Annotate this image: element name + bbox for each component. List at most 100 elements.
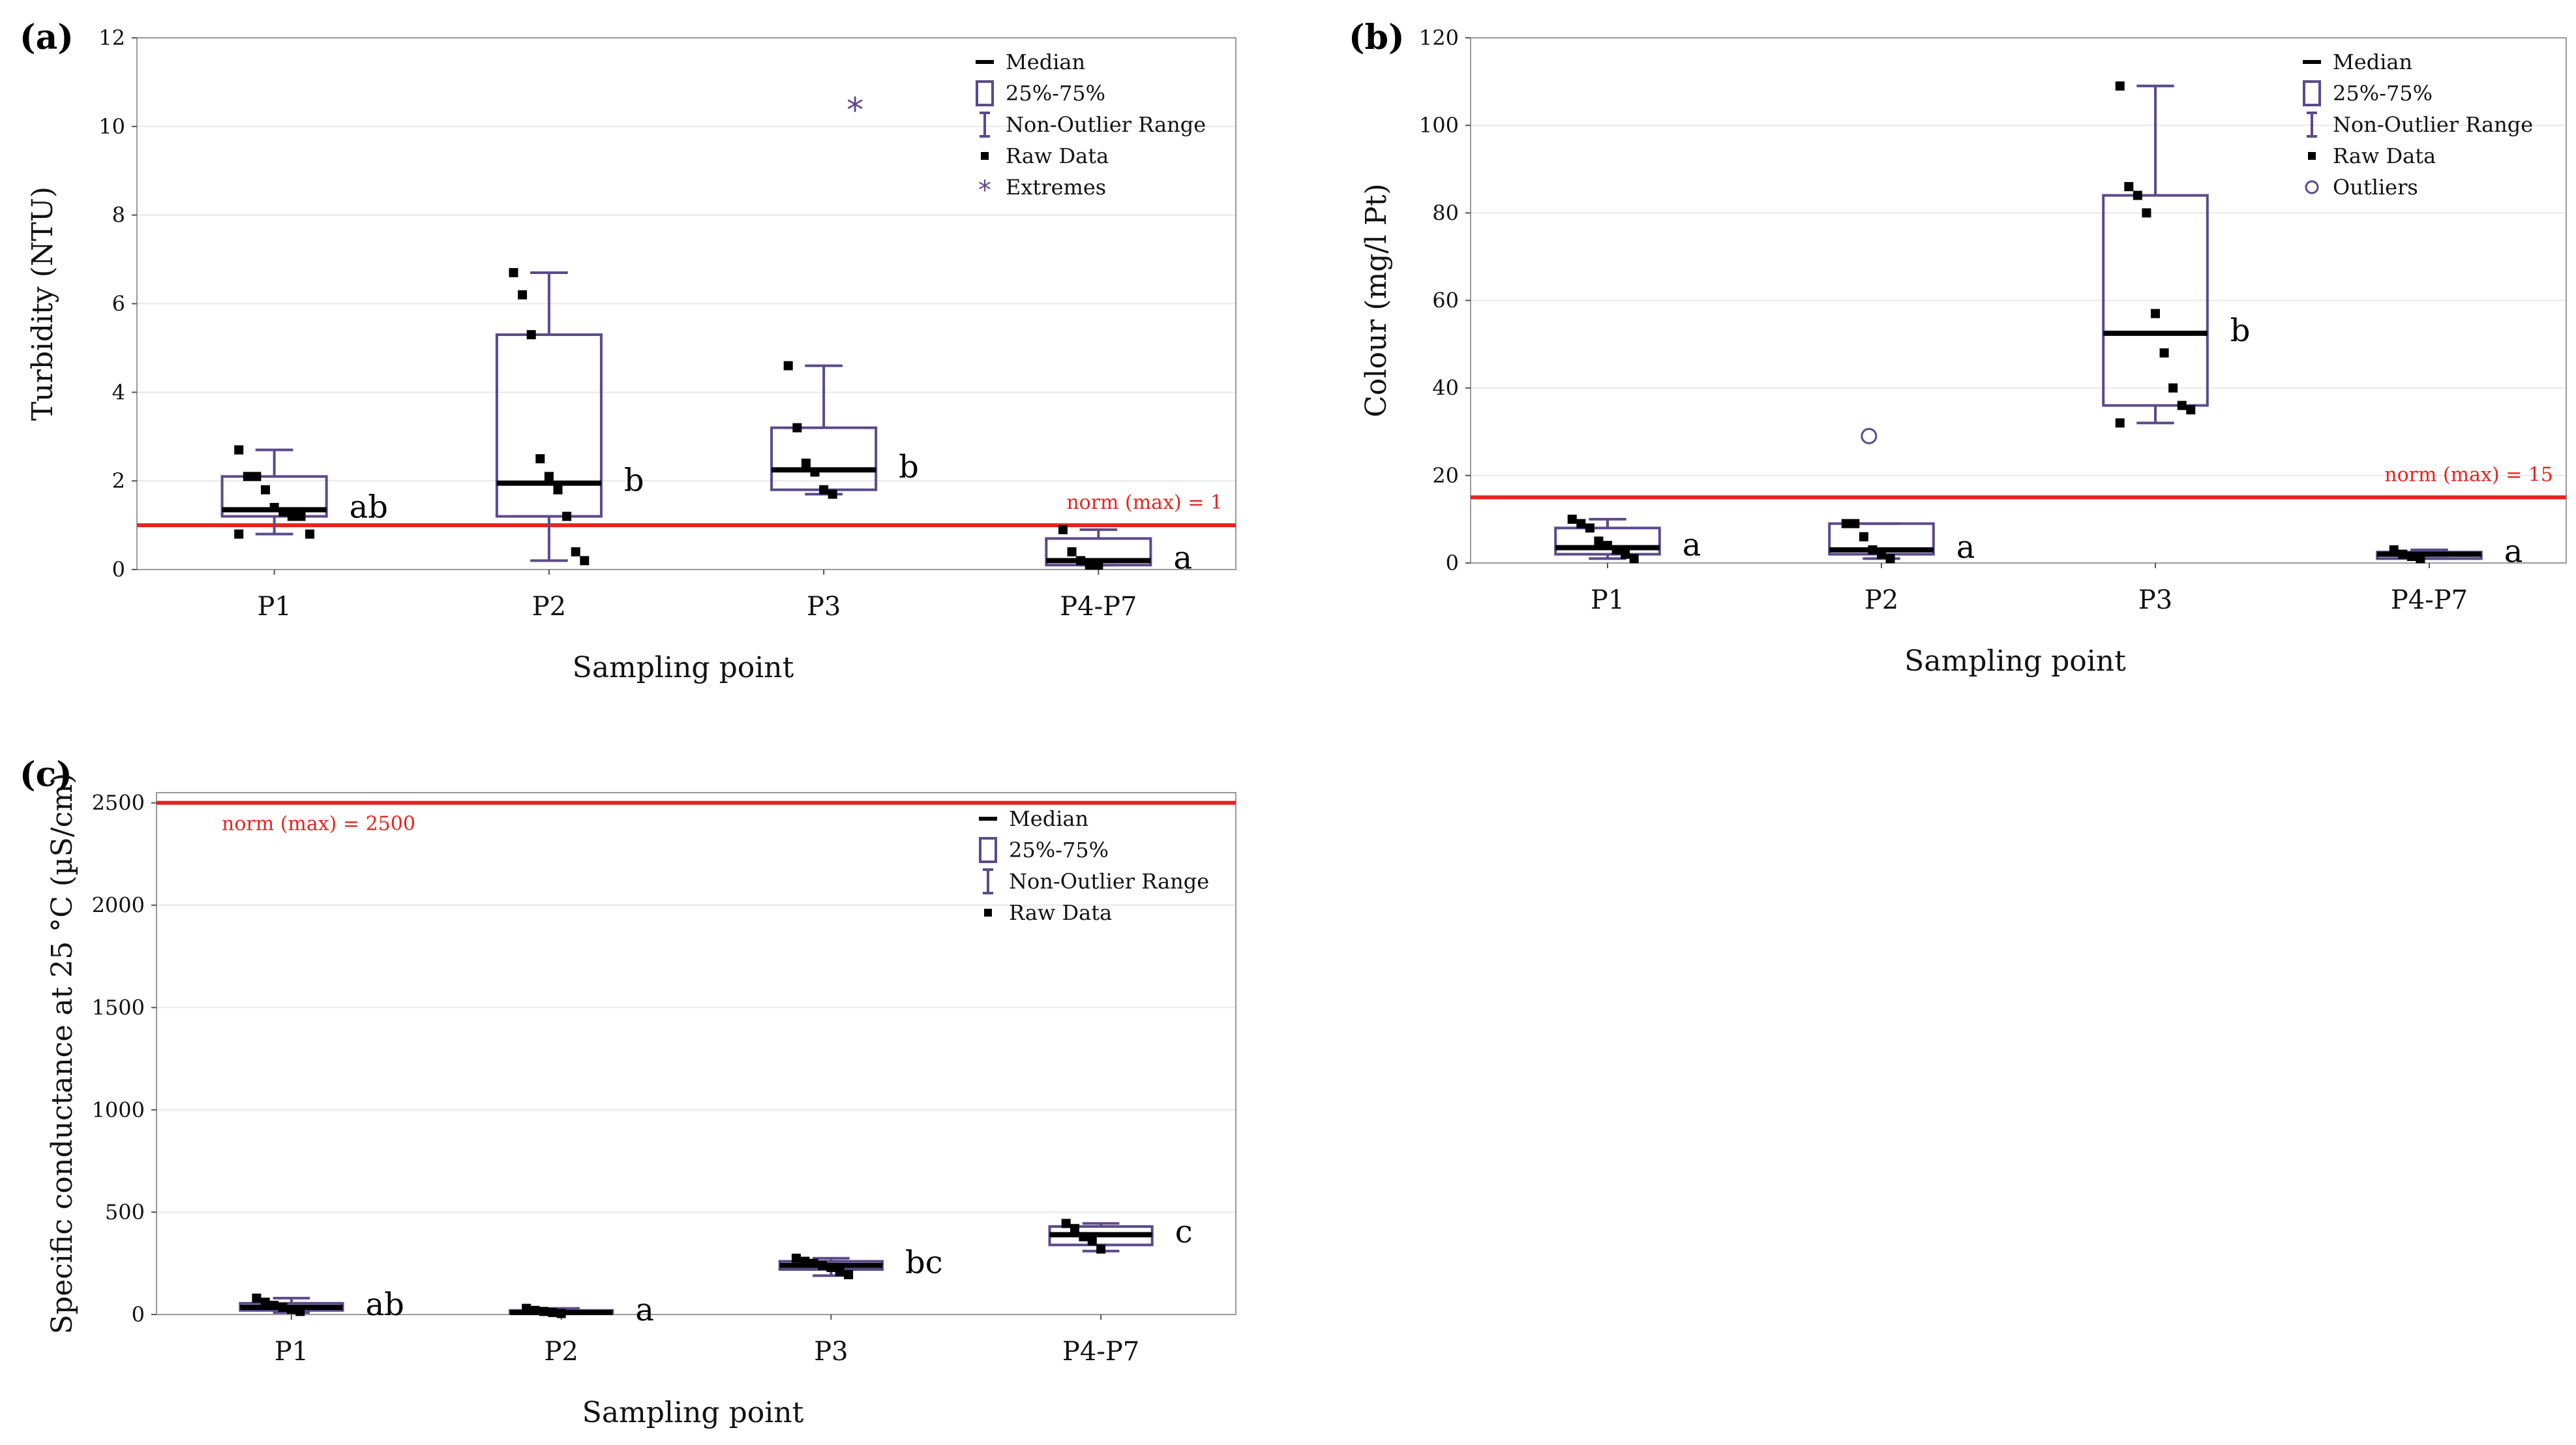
- raw-data-point: [1868, 545, 1878, 555]
- y-tick-label: 10: [98, 114, 125, 139]
- iqr-box: [2102, 194, 2209, 407]
- raw-data-point: [305, 529, 315, 539]
- raw-data-point: [509, 267, 518, 277]
- y-tick-label: 2500: [92, 791, 145, 815]
- raw-data-point: [278, 1303, 288, 1313]
- group-letter: b: [2230, 312, 2251, 349]
- legend-label: Median: [1009, 806, 1088, 831]
- raw-data-point: [810, 467, 820, 477]
- x-tick-label: P2: [532, 592, 566, 622]
- raw-data-point: [234, 445, 244, 455]
- x-tick-label: P4-P7: [2391, 585, 2468, 615]
- x-tick-label: P2: [544, 1337, 578, 1367]
- y-tick-label: 0: [112, 557, 125, 582]
- box-P1: ab: [239, 1286, 404, 1323]
- box-P4-P7: a: [1045, 525, 1192, 576]
- legend: Median 25%-75% Non-Outlier Range Raw Data * E…: [976, 50, 1206, 205]
- raw-data-point: [1085, 560, 1094, 570]
- raw-data-point: [278, 507, 288, 517]
- raw-data-point: [1567, 514, 1577, 524]
- raw-data-point: [522, 1303, 532, 1313]
- x-axis-label: Sampling point: [582, 1396, 804, 1429]
- raw-data-point: [2406, 551, 2416, 561]
- x-tick-label: P3: [2138, 585, 2172, 615]
- norm-label: norm (max) = 15: [2384, 463, 2553, 486]
- raw-data-point: [2389, 545, 2399, 555]
- y-tick-label: 2000: [92, 893, 145, 918]
- raw-data-point: [295, 1307, 305, 1316]
- raw-data-point: [844, 1270, 854, 1279]
- panel-label: (b): [1349, 18, 1405, 57]
- raw-data-point: [1058, 525, 1068, 534]
- raw-data-point: [1841, 519, 1851, 528]
- raw-data-point: [518, 290, 528, 299]
- raw-data-point: [269, 1300, 279, 1310]
- x-tick-label: P3: [814, 1337, 848, 1367]
- box-P2: a: [1828, 427, 1975, 566]
- chart-panel-c: 0 500 1000 1500 2000 2500 P1 P2 P3 P4-P7 Sampling …: [20, 755, 1236, 1429]
- raw-data-point: [1603, 541, 1612, 551]
- raw-data-point: [1061, 1219, 1071, 1228]
- panel-label: (a): [20, 18, 74, 57]
- legend-label: Outliers: [2333, 175, 2418, 200]
- group-letter: a: [1956, 529, 1975, 566]
- group-letter: b: [624, 463, 644, 499]
- norm-label: norm (max) = 1: [1066, 491, 1223, 514]
- legend-label: Raw Data: [2333, 144, 2436, 168]
- raw-data-point: [2115, 418, 2125, 428]
- box-P4-P7: a: [2376, 534, 2523, 570]
- raw-data-point: [1611, 545, 1621, 555]
- raw-data-point: [2115, 81, 2125, 91]
- raw-data-point: [1850, 519, 1860, 528]
- raw-data-point: [562, 511, 572, 521]
- raw-data-point: [1087, 1236, 1097, 1246]
- box-P3: b: [2102, 81, 2251, 428]
- raw-data-point: [2177, 401, 2187, 410]
- legend-label: Non-Outlier Range: [1006, 112, 1206, 137]
- x-tick-label: P3: [807, 592, 841, 622]
- y-tick-label: 500: [105, 1200, 145, 1224]
- group-letter: bc: [905, 1245, 943, 1281]
- legend: Median 25%-75% Non-Outlier Range Raw Data Ou…: [2303, 50, 2533, 200]
- raw-data-point: [801, 459, 811, 468]
- raw-data-point: [2398, 549, 2408, 559]
- raw-data-point: [2133, 190, 2142, 200]
- extreme-point: *: [846, 91, 863, 130]
- raw-data-point: [287, 511, 297, 521]
- y-tick-label: 4: [112, 380, 125, 404]
- iqr-box: [495, 333, 603, 518]
- box-P3: bc: [778, 1245, 943, 1281]
- raw-data-point: [556, 1309, 566, 1318]
- legend-label: Median: [2333, 50, 2412, 74]
- group-letter: a: [2504, 534, 2523, 570]
- y-tick-label: 120: [1419, 25, 1459, 50]
- raw-data-point: [791, 1253, 801, 1263]
- group-letter: c: [1175, 1214, 1193, 1251]
- raw-data-point: [2142, 208, 2151, 218]
- legend-raw-swatch: [984, 909, 992, 917]
- raw-data-point: [1094, 560, 1103, 570]
- y-tick-label: 40: [1432, 376, 1459, 401]
- legend-label: 25%-75%: [1006, 81, 1105, 106]
- raw-data-point: [530, 1305, 540, 1315]
- raw-data-point: [818, 1260, 828, 1270]
- box-P4-P7: c: [1048, 1214, 1193, 1254]
- raw-data-point: [243, 472, 252, 481]
- legend-box-swatch: [2303, 80, 2321, 106]
- box-P3: *b: [770, 91, 919, 499]
- raw-data-point: [1585, 523, 1595, 533]
- raw-data-point: [544, 472, 554, 481]
- box-P1: ab: [220, 445, 388, 539]
- raw-data-point: [1877, 549, 1886, 559]
- raw-data-point: [539, 1307, 548, 1316]
- y-tick-label: 0: [1446, 551, 1459, 575]
- x-tick-label: P1: [257, 592, 291, 622]
- group-letter: a: [1683, 527, 1701, 564]
- iqr-box: [220, 475, 328, 518]
- raw-data-point: [261, 485, 271, 494]
- legend-label: 25%-75%: [2333, 81, 2433, 106]
- x-tick-label: P4-P7: [1060, 592, 1137, 622]
- raw-data-point: [296, 511, 306, 521]
- legend-box-swatch: [979, 837, 997, 863]
